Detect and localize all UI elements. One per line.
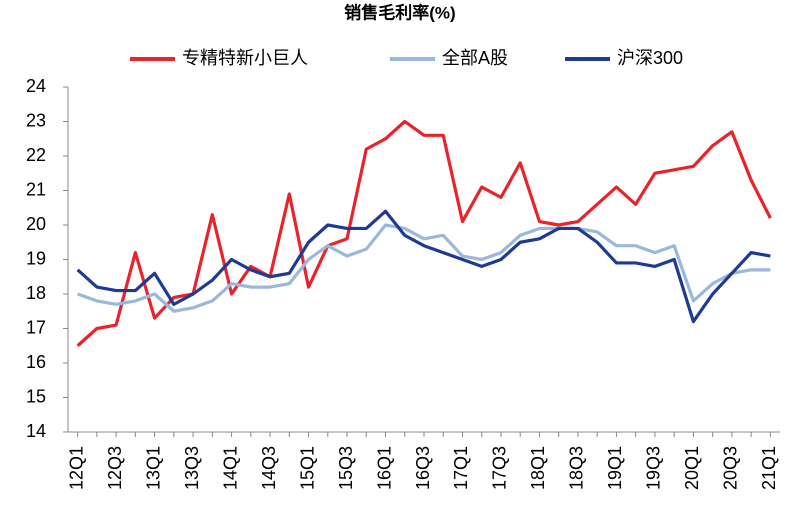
y-tick-label: 16 (26, 352, 46, 372)
line-series (77, 223, 771, 313)
x-tick-label: 13Q3 (182, 446, 202, 490)
y-tick-label: 20 (26, 214, 46, 234)
y-tick-label: 17 (26, 317, 46, 337)
y-tick-label: 22 (26, 145, 46, 165)
x-tick-label: 20Q1 (682, 446, 702, 490)
y-tick-label: 15 (26, 386, 46, 406)
line-series (76, 119, 772, 347)
x-tick-label: 20Q3 (721, 446, 741, 490)
x-tick-label: 17Q1 (451, 446, 471, 490)
line-series (76, 209, 771, 324)
legend-label: 沪深300 (617, 48, 683, 68)
x-tick-label: 14Q1 (220, 446, 240, 490)
x-tick-label: 19Q1 (605, 446, 625, 490)
y-tick-label: 23 (26, 110, 46, 130)
x-tick-label: 14Q3 (259, 446, 279, 490)
x-tick-label: 12Q3 (105, 446, 125, 490)
x-tick-label: 21Q1 (759, 446, 779, 490)
x-tick-label: 17Q3 (490, 446, 510, 490)
y-tick-label: 24 (26, 76, 46, 96)
y-tick-label: 18 (26, 283, 46, 303)
legend-label: 专精特新小巨人 (182, 48, 308, 68)
x-tick-label: 13Q1 (143, 446, 163, 490)
x-tick-label: 18Q1 (528, 446, 548, 490)
y-tick-label: 19 (26, 248, 46, 268)
chart-title: 销售毛利率(%) (344, 2, 455, 22)
x-tick-label: 16Q3 (413, 446, 433, 490)
x-tick-label: 12Q1 (66, 446, 86, 490)
x-tick-label: 19Q3 (644, 446, 664, 490)
x-tick-label: 18Q3 (567, 446, 587, 490)
y-tick-label: 21 (26, 179, 46, 199)
x-tick-label: 16Q1 (374, 446, 394, 490)
x-tick-label: 15Q3 (336, 446, 356, 490)
legend-label: 全部A股 (442, 48, 508, 68)
y-tick-label: 14 (26, 421, 46, 441)
x-tick-label: 15Q1 (297, 446, 317, 490)
